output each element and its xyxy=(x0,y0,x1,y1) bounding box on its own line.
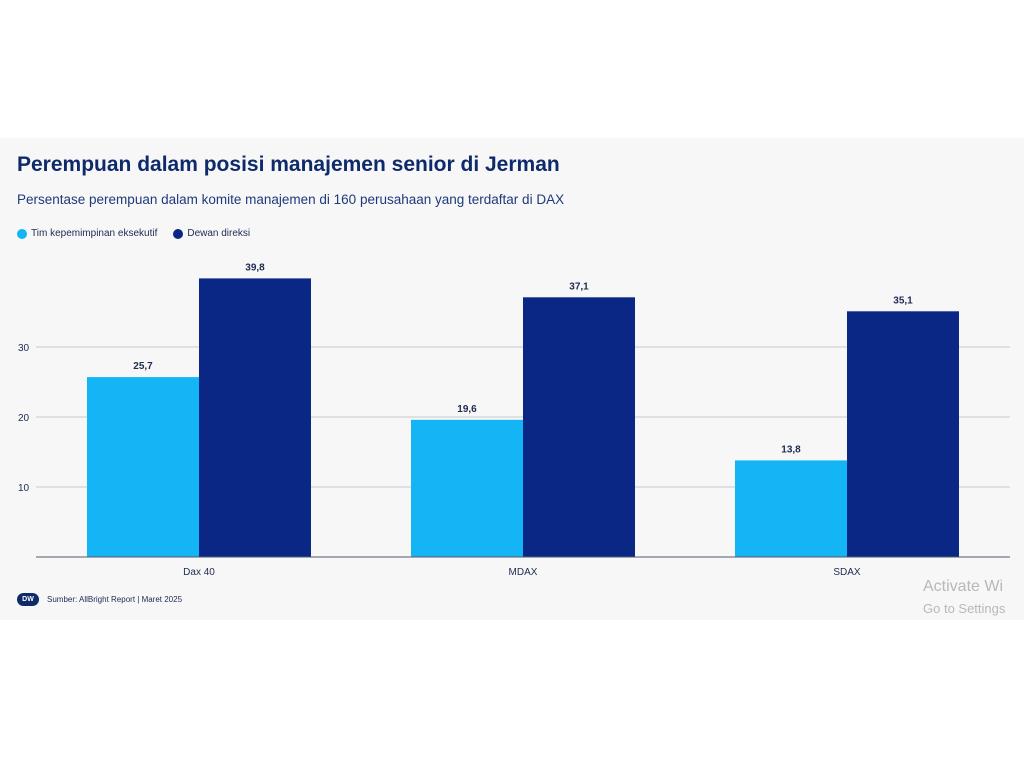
chart-title: Perempuan dalam posisi manajemen senior … xyxy=(17,153,560,176)
watermark-line-1: Activate Wi xyxy=(923,578,1004,595)
legend-swatch-board xyxy=(173,228,184,239)
y-tick-label-30: 30 xyxy=(18,343,30,354)
data-label-board-0: 39,8 xyxy=(245,262,265,273)
data-label-board-1: 37,1 xyxy=(569,281,589,292)
y-tick-label-20: 20 xyxy=(18,413,30,424)
legend-label-board: Dewan direksi xyxy=(187,228,251,239)
data-label-executive-0: 25,7 xyxy=(133,361,153,372)
x-tick-label-0: Dax 40 xyxy=(183,567,215,578)
legend-item-executive: Tim kepemimpinan eksekutif xyxy=(17,228,157,239)
source-note: Sumber: AllBright Report | Maret 2025 xyxy=(47,595,183,604)
bar-executive-2 xyxy=(735,460,847,557)
chart-subtitle: Persentase perempuan dalam komite manaje… xyxy=(17,192,565,207)
legend-item-board: Dewan direksi xyxy=(173,228,250,239)
data-label-executive-2: 13,8 xyxy=(781,444,801,455)
x-tick-label-2: SDAX xyxy=(833,567,861,578)
dw-logo: DW xyxy=(17,593,39,606)
bar-chart: 10 20 30 25,7 39,8 Dax 40 19,6 37,1 MDAX 13,8 35,1… xyxy=(18,262,1010,578)
windows-activation-watermark: Activate Wi Go to Settings xyxy=(923,576,1005,620)
x-tick-label-1: MDAX xyxy=(509,567,538,578)
data-label-board-2: 35,1 xyxy=(893,295,913,306)
watermark-line-2: Go to Settings xyxy=(923,601,1006,616)
bar-executive-1 xyxy=(411,419,523,557)
legend-swatch-executive xyxy=(17,228,27,239)
data-label-executive-1: 19,6 xyxy=(457,404,477,415)
chart-footer: DW Sumber: AllBright Report | Maret 2025 xyxy=(17,593,182,606)
y-tick-label-10: 10 xyxy=(18,483,30,494)
chart-legend: Tim kepemimpinan eksekutif Dewan direksi xyxy=(17,228,250,239)
legend-label-executive: Tim kepemimpinan eksekutif xyxy=(31,228,158,239)
bar-executive-0 xyxy=(87,377,199,557)
bar-board-1 xyxy=(523,297,635,557)
bar-board-2 xyxy=(847,311,959,557)
bar-board-0 xyxy=(199,278,311,557)
